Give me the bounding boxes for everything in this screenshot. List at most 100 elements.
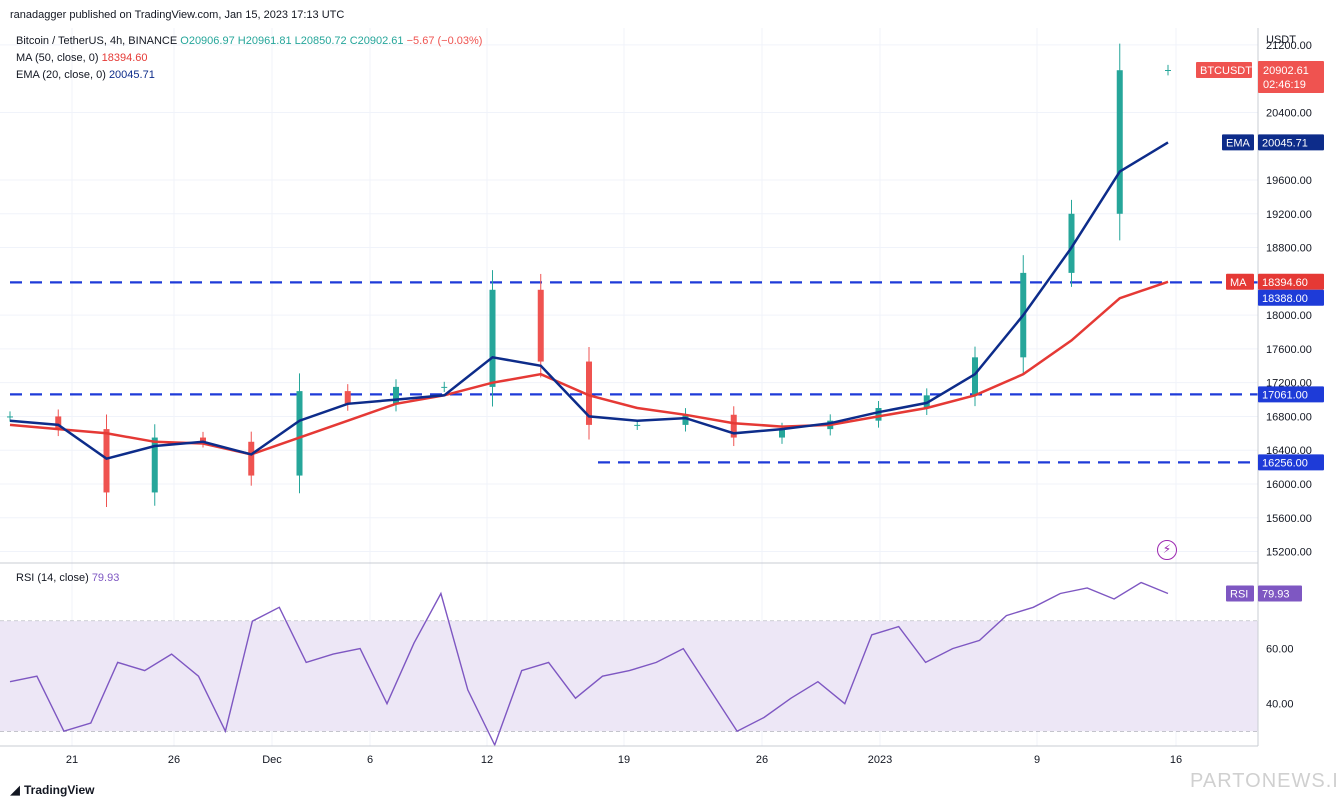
watermark: PARTONEWS.IR <box>1190 770 1336 792</box>
candle-body <box>344 391 351 404</box>
level-low-badge-bg <box>1258 454 1324 471</box>
time-tick-label: 2023 <box>868 754 892 766</box>
level-mid-badge: 17061.00 <box>1262 389 1308 401</box>
candle-body <box>441 386 448 388</box>
time-tick-label: 21 <box>66 754 78 766</box>
ma-legend-value: 18394.60 <box>101 52 148 64</box>
symbol-badge-bg <box>1196 62 1252 79</box>
candle-body <box>1116 70 1123 214</box>
high-value: H20961.81 <box>237 35 292 47</box>
rsi-tag-badge: RSI <box>1230 589 1248 601</box>
price-tick-label: 18800.00 <box>1266 243 1312 255</box>
level-upper-badge-bg <box>1258 289 1324 306</box>
candle-body <box>682 414 689 425</box>
level-low-badge: 16256.00 <box>1262 457 1308 469</box>
price-tick-label: 19200.00 <box>1266 209 1312 221</box>
candle-body <box>1068 213 1075 273</box>
candle-body <box>296 391 303 476</box>
price-tick-label: 21200.00 <box>1266 40 1312 52</box>
symbol-badge: BTCUSDT <box>1200 65 1252 77</box>
price-tick-label: 19600.00 <box>1266 175 1312 187</box>
candle-body <box>489 289 496 387</box>
time-tick-label: Dec <box>262 754 282 766</box>
candle-body <box>875 408 882 421</box>
level-upper-badge: 18388.00 <box>1262 293 1308 305</box>
candle-body <box>972 357 978 396</box>
change-value: −5.67 (−0.03%) <box>406 35 483 47</box>
rsi-tick-label: 40.00 <box>1266 699 1294 711</box>
close-value: C20902.61 <box>349 35 404 47</box>
candle-body <box>103 429 110 493</box>
ma-tag-badge: MA <box>1230 277 1247 289</box>
open-value: O20906.97 <box>180 35 235 47</box>
time-tick-label: 9 <box>1034 754 1040 766</box>
candle-body <box>7 416 13 418</box>
ema-legend[interactable]: EMA (20, close, 0) 20045.71 <box>16 69 155 81</box>
time-tick-label: 26 <box>756 754 768 766</box>
ma-price-badge: 18394.60 <box>1262 277 1308 289</box>
price-tick-label: 20400.00 <box>1266 107 1312 119</box>
candle-body <box>151 437 158 493</box>
ma-legend[interactable]: MA (50, close, 0) 18394.60 <box>16 52 148 64</box>
rsi-line <box>9 581 1169 747</box>
tradingview-logo-text: TradingView <box>24 783 95 797</box>
rsi-tag-badge-bg <box>1226 585 1254 602</box>
countdown-badge: 02:46:19 <box>1263 79 1306 91</box>
candle-body <box>55 416 62 430</box>
time-tick-label: 19 <box>618 754 630 766</box>
ema-legend-label: EMA (20, close, 0) <box>16 69 106 81</box>
tradingview-mark-icon: ◢ <box>10 782 20 797</box>
ema-price-badge: 20045.71 <box>1262 137 1308 149</box>
ma-line <box>9 280 1169 456</box>
rsi-legend-label: RSI (14, close) <box>16 572 89 584</box>
candle-body <box>586 361 592 425</box>
ema-tag-badge: EMA <box>1226 137 1251 149</box>
time-tick-label: 26 <box>168 754 180 766</box>
time-axis: 21 26 Dec 6 12 19 26 2023 9 16 <box>66 754 1182 766</box>
rsi-legend[interactable]: RSI (14, close) 79.93 <box>16 572 119 584</box>
rsi-band <box>0 621 1258 732</box>
rsi-price-badge: 79.93 <box>1262 589 1290 601</box>
time-tick-label: 6 <box>367 754 373 766</box>
candle-body <box>779 429 785 438</box>
last-price-badge-bg <box>1258 61 1324 94</box>
rsi-axis: 60.00 40.00 <box>1266 644 1294 711</box>
candle-body <box>1165 70 1171 72</box>
support-resistance-levels <box>10 281 1258 464</box>
price-tick-label: 16000.00 <box>1266 479 1312 491</box>
ema-legend-value: 20045.71 <box>108 69 155 81</box>
rsi-price-badge-bg <box>1258 585 1302 602</box>
price-tick-label: 15600.00 <box>1266 513 1312 525</box>
ema-price-badge-bg <box>1258 134 1324 151</box>
candle-body <box>393 386 399 404</box>
rsi-tick-label: 60.00 <box>1266 644 1294 656</box>
currency-label: USDT <box>1266 34 1296 46</box>
symbol-name[interactable]: Bitcoin / TetherUS, 4h, BINANCE <box>16 35 178 47</box>
publisher-line: ranadagger published on TradingView.com,… <box>10 9 345 21</box>
ema-line <box>9 141 1169 461</box>
ma-legend-label: MA (50, close, 0) <box>16 52 99 64</box>
last-price-badge: 20902.61 <box>1263 65 1309 77</box>
ma-price-badge-bg <box>1258 273 1324 290</box>
candle-body <box>634 424 641 426</box>
candle-body <box>730 414 737 438</box>
candles <box>7 43 1171 508</box>
tradingview-logo[interactable]: ◢ TradingView <box>10 782 94 798</box>
price-axis: 21200.00 20400.00 19600.00 19200.00 18800.00… <box>1266 40 1312 559</box>
price-tick-label: 18000.00 <box>1266 310 1312 322</box>
lightning-icon[interactable]: ⚡ <box>1157 540 1177 560</box>
level-mid-badge-bg <box>1258 386 1324 403</box>
time-tick-label: 12 <box>481 754 493 766</box>
symbol-legend: Bitcoin / TetherUS, 4h, BINANCE O20906.9… <box>16 35 482 47</box>
ma-tag-badge-bg <box>1226 273 1254 290</box>
rsi-legend-value: 79.93 <box>91 572 120 584</box>
low-value: L20850.72 <box>294 35 347 47</box>
time-tick-label: 16 <box>1170 754 1182 766</box>
price-tick-label: 17600.00 <box>1266 344 1312 356</box>
ema-tag-badge-bg <box>1222 134 1254 151</box>
price-tick-label: 15200.00 <box>1266 547 1312 559</box>
price-badges: BTCUSDT 20902.61 02:46:19 EMA 20045.71 MA 1839… <box>1196 61 1324 602</box>
price-tick-label: 16400.00 <box>1266 445 1312 457</box>
price-tick-label: 16800.00 <box>1266 411 1312 423</box>
